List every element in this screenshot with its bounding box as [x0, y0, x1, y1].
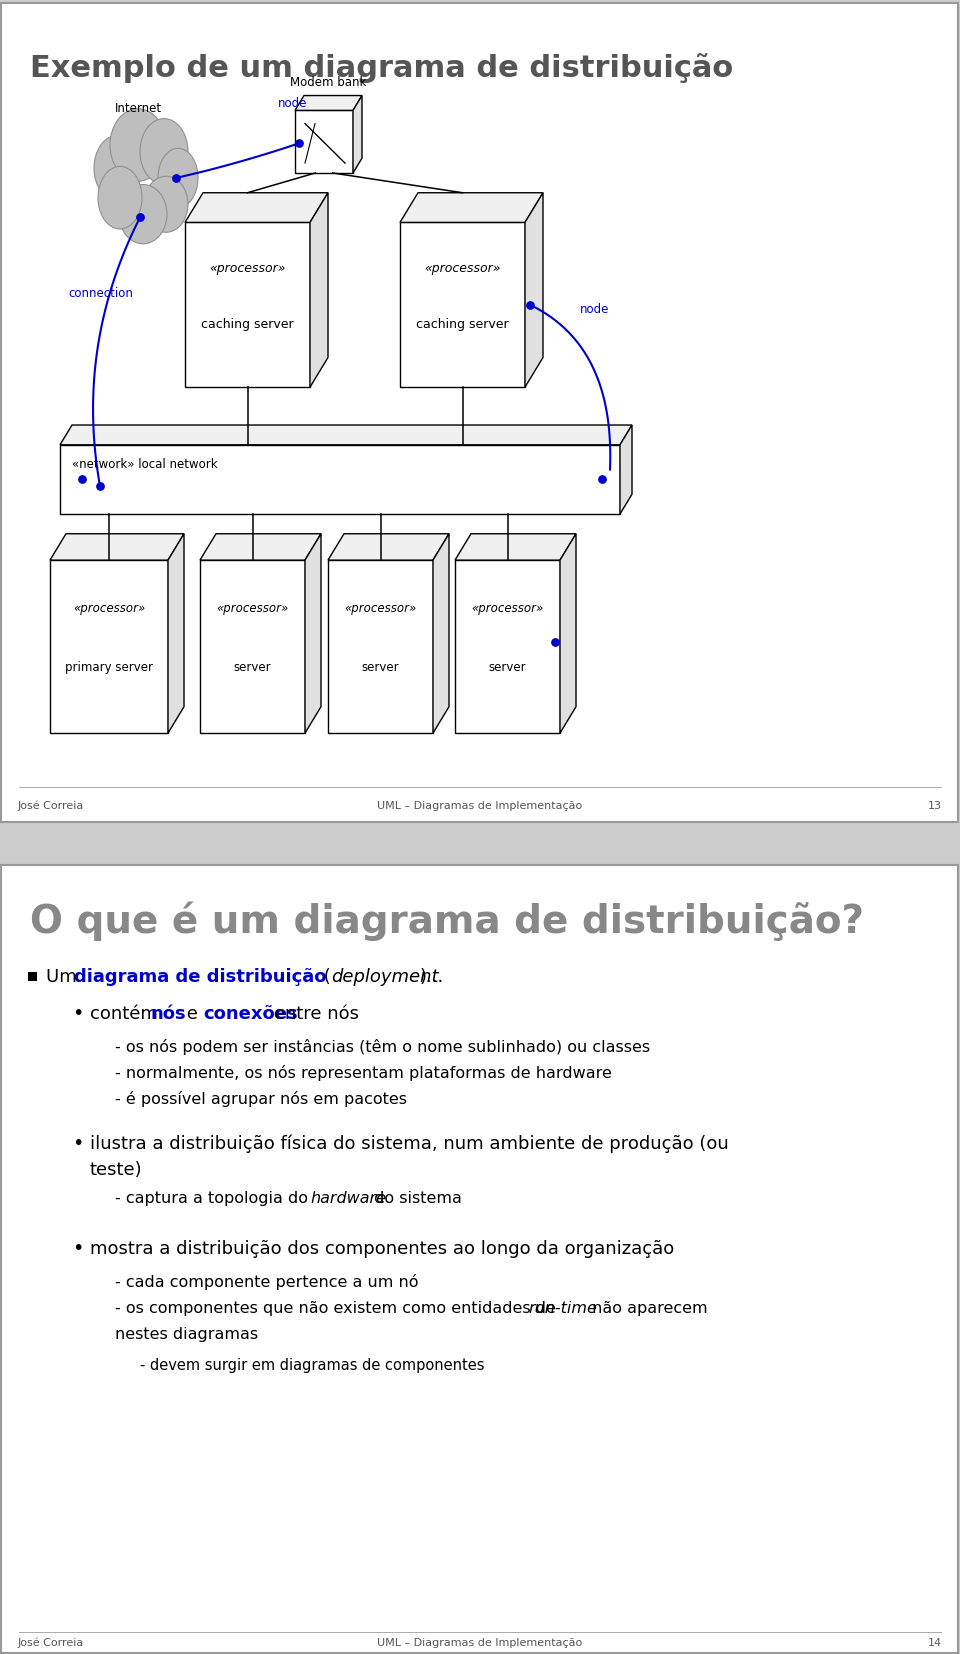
Ellipse shape — [144, 177, 188, 232]
Polygon shape — [200, 534, 321, 561]
Text: caching server: caching server — [202, 318, 294, 331]
Ellipse shape — [158, 149, 198, 207]
Ellipse shape — [110, 109, 166, 182]
Bar — [455, 561, 560, 733]
Point — [291, 131, 306, 157]
Bar — [185, 222, 310, 387]
Bar — [28, 973, 37, 981]
Polygon shape — [295, 96, 362, 111]
Text: mostra a distribuição dos componentes ao longo da organização: mostra a distribuição dos componentes ao… — [90, 1240, 674, 1257]
Ellipse shape — [140, 119, 188, 185]
Bar — [328, 561, 433, 733]
Text: Internet: Internet — [114, 103, 161, 116]
Bar — [60, 445, 620, 514]
Polygon shape — [310, 194, 328, 387]
Text: run-time: run-time — [528, 1302, 597, 1317]
Text: «network» local network: «network» local network — [72, 458, 218, 471]
Text: - normalmente, os nós representam plataformas de hardware: - normalmente, os nós representam plataf… — [115, 1065, 612, 1080]
Text: •: • — [72, 1135, 84, 1153]
Point — [594, 466, 610, 493]
Text: (: ( — [318, 969, 331, 986]
Text: José Correia: José Correia — [18, 801, 84, 810]
Text: - os nós podem ser instâncias (têm o nome sublinhado) ou classes: - os nós podem ser instâncias (têm o nom… — [115, 1039, 650, 1055]
FancyBboxPatch shape — [1, 865, 958, 1652]
Bar — [50, 561, 168, 733]
Text: 13: 13 — [928, 801, 942, 810]
Text: - devem surgir em diagramas de componentes: - devem surgir em diagramas de component… — [140, 1358, 485, 1373]
Text: connection: connection — [68, 286, 132, 299]
Polygon shape — [525, 194, 543, 387]
Text: primary server: primary server — [65, 662, 153, 673]
Text: O que é um diagrama de distribuição?: O que é um diagrama de distribuição? — [30, 901, 864, 941]
Text: •: • — [72, 1004, 84, 1024]
Text: «processor»: «processor» — [73, 602, 145, 615]
Text: server: server — [362, 662, 399, 673]
Text: e: e — [181, 1004, 204, 1022]
Text: teste): teste) — [90, 1161, 143, 1179]
Bar — [295, 111, 353, 174]
Text: server: server — [489, 662, 526, 673]
Ellipse shape — [119, 185, 167, 243]
Polygon shape — [60, 425, 632, 445]
Text: •: • — [72, 1239, 84, 1259]
Text: do sistema: do sistema — [369, 1191, 462, 1206]
Text: «processor»: «processor» — [216, 602, 289, 615]
Polygon shape — [560, 534, 576, 733]
Text: entre nós: entre nós — [268, 1004, 359, 1022]
Polygon shape — [168, 534, 184, 733]
Text: caching server: caching server — [417, 318, 509, 331]
Text: server: server — [233, 662, 272, 673]
Text: nós: nós — [151, 1004, 186, 1022]
Text: «processor»: «processor» — [345, 602, 417, 615]
Polygon shape — [328, 534, 449, 561]
Text: «processor»: «processor» — [424, 261, 501, 275]
Ellipse shape — [94, 136, 142, 202]
Point — [92, 473, 108, 500]
Text: - cada componente pertence a um nó: - cada componente pertence a um nó — [115, 1274, 419, 1290]
Polygon shape — [50, 534, 184, 561]
Polygon shape — [400, 194, 543, 222]
Polygon shape — [455, 534, 576, 561]
Point — [132, 203, 148, 230]
Text: «processor»: «processor» — [471, 602, 543, 615]
Bar — [200, 561, 305, 733]
Text: node: node — [580, 303, 610, 316]
Text: «processor»: «processor» — [209, 261, 286, 275]
Text: hardware: hardware — [310, 1191, 386, 1206]
Ellipse shape — [98, 167, 142, 228]
Point — [547, 629, 563, 655]
Text: não aparecem: não aparecem — [587, 1302, 708, 1317]
Text: Um: Um — [46, 969, 83, 986]
FancyBboxPatch shape — [1, 3, 958, 822]
Text: diagrama de distribuição: diagrama de distribuição — [74, 969, 326, 986]
Point — [74, 466, 89, 493]
Text: José Correia: José Correia — [18, 1637, 84, 1649]
Text: 14: 14 — [928, 1637, 942, 1647]
Text: UML – Diagramas de Implementação: UML – Diagramas de Implementação — [377, 1637, 583, 1647]
Polygon shape — [433, 534, 449, 733]
Text: nestes diagramas: nestes diagramas — [115, 1327, 258, 1343]
Text: node: node — [278, 98, 307, 111]
Text: ilustra a distribuição física do sistema, num ambiente de produção (ou: ilustra a distribuição física do sistema… — [90, 1135, 729, 1153]
Text: - é possível agrupar nós em pacotes: - é possível agrupar nós em pacotes — [115, 1090, 407, 1107]
Polygon shape — [185, 194, 328, 222]
Text: - os componentes que não existem como entidades de: - os componentes que não existem como en… — [115, 1302, 561, 1317]
Text: conexões: conexões — [203, 1004, 298, 1022]
Text: contém: contém — [90, 1004, 163, 1022]
Text: - captura a topologia do: - captura a topologia do — [115, 1191, 313, 1206]
Text: Modem bank: Modem bank — [290, 76, 367, 89]
Text: UML – Diagramas de Implementação: UML – Diagramas de Implementação — [377, 801, 583, 810]
Text: Exemplo de um diagrama de distribuição: Exemplo de um diagrama de distribuição — [30, 53, 733, 83]
Bar — [400, 222, 525, 387]
Point — [168, 165, 183, 192]
Point — [522, 291, 538, 318]
Text: deployment: deployment — [331, 969, 439, 986]
Polygon shape — [353, 96, 362, 174]
Text: )...: )... — [420, 969, 444, 986]
Polygon shape — [620, 425, 632, 514]
Polygon shape — [305, 534, 321, 733]
